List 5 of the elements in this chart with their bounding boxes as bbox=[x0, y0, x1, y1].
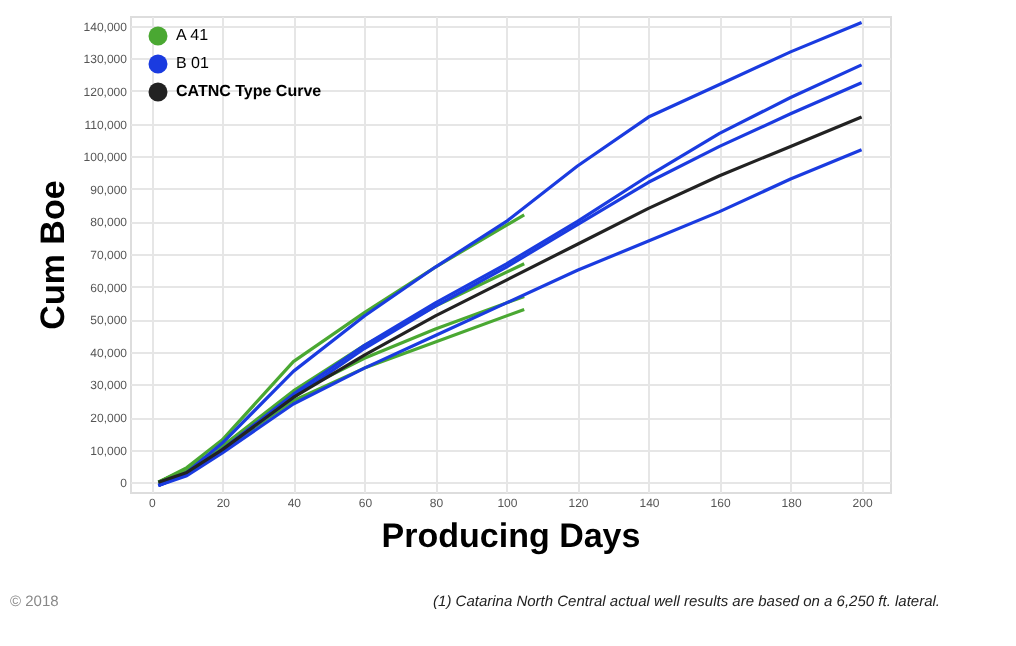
legend-label: CATNC Type Curve bbox=[176, 82, 323, 100]
x-axis-title: Producing Days bbox=[381, 517, 641, 555]
y-axis-title: Cum Boe bbox=[33, 180, 72, 330]
legend-label: B 01 bbox=[176, 54, 211, 72]
legend-label: A 41 bbox=[176, 26, 210, 44]
